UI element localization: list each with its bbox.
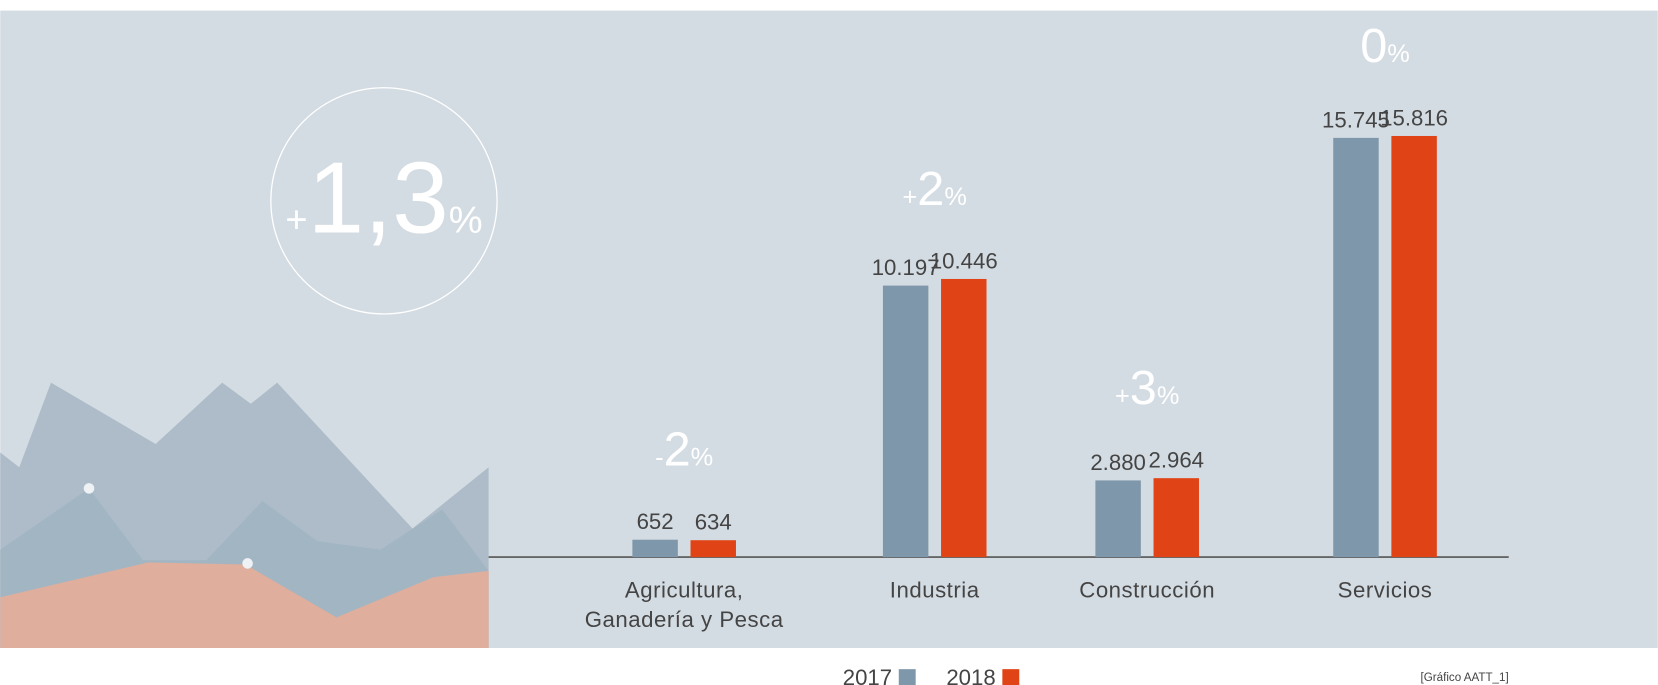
legend-swatch: [899, 669, 916, 685]
total-unit: %: [449, 200, 483, 242]
bar: [1154, 478, 1199, 557]
chart: +1,3% [Gráfico AATT_1] Agricultura, Ganad…: [0, 0, 1658, 685]
bar: [883, 286, 928, 558]
legend-label: 2018: [946, 665, 995, 685]
legend-label: 2017: [843, 665, 892, 685]
change-sign: +: [902, 183, 917, 211]
x-tick-label: Construcción: [1079, 577, 1215, 602]
change-number: 0: [1360, 19, 1387, 73]
change-number: 2: [664, 423, 691, 477]
bar: [632, 540, 677, 557]
change-unit: %: [944, 183, 967, 211]
value-label: 652: [637, 509, 674, 534]
change-number: 3: [1130, 361, 1157, 415]
bar: [691, 540, 736, 557]
change-sign: -: [655, 444, 663, 472]
value-label: 10.446: [930, 248, 998, 273]
total-number: 1,3: [308, 141, 449, 255]
value-label: 2.880: [1090, 450, 1146, 475]
bar: [1391, 136, 1436, 557]
page: +1,3% [Gráfico AATT_1] Agricultura, Ganad…: [0, 0, 1658, 685]
change-unit: %: [1387, 40, 1410, 68]
total-sign: +: [285, 200, 307, 242]
label-line: Ganadería y Pesca: [585, 607, 784, 632]
change-unit: %: [1157, 382, 1180, 410]
change-number: 2: [917, 162, 944, 216]
bar: [1095, 480, 1140, 557]
bar: [941, 279, 986, 557]
source: [Gráfico AATT_1]: [1421, 671, 1509, 684]
label-line: Agricultura,: [625, 577, 744, 602]
change-sign: +: [1115, 382, 1130, 410]
bar: [1333, 138, 1378, 557]
value-label: 634: [695, 510, 732, 535]
value-label: 2.964: [1148, 448, 1204, 473]
change-unit: %: [691, 444, 714, 472]
x-tick-label: Industria: [890, 577, 980, 602]
legend-swatch: [1002, 669, 1019, 685]
value-label: 15.816: [1380, 105, 1448, 130]
x-tick-label: Servicios: [1338, 577, 1433, 602]
